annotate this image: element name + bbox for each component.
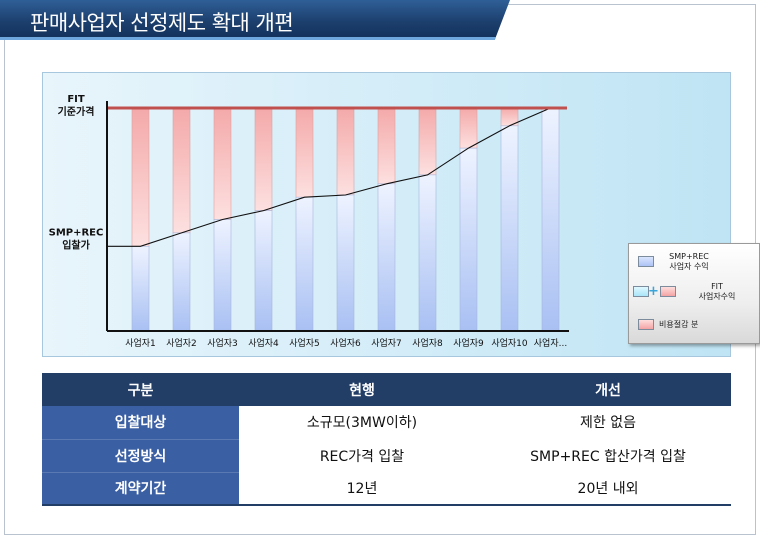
y-label-bid: SMP+REC 입찰가 <box>49 227 104 251</box>
revenue-bar <box>254 210 273 332</box>
title-banner: 판매사업자 선정제도 확대 개편 <box>0 0 510 40</box>
x-tick-label: 사업자2 <box>166 338 197 349</box>
revenue-bar <box>500 125 519 332</box>
savings-bar <box>377 107 396 185</box>
savings-bar <box>418 107 437 176</box>
x-tick-label: 사업자7 <box>371 338 402 349</box>
x-tick-label: 사업자8 <box>412 338 443 349</box>
table-cell: REC가격 입찰 <box>239 439 485 473</box>
revenue-bar <box>295 196 314 332</box>
table-cell: 12년 <box>239 472 485 506</box>
table-cell: SMP+REC 합산가격 입찰 <box>485 439 731 473</box>
revenue-bar <box>213 219 232 332</box>
row-header: 계약기간 <box>42 472 239 506</box>
y-label-fit: FIT 기준가격 <box>58 94 95 118</box>
x-tick-label: 사업자9 <box>453 338 484 349</box>
revenue-trend-line <box>107 107 551 247</box>
revenue-bar <box>336 194 355 332</box>
x-tick-label: 사업자10 <box>491 338 528 349</box>
column-header: 현행 <box>239 373 485 406</box>
x-tick-label: 사업자... <box>534 338 567 349</box>
revenue-bar <box>541 107 560 332</box>
table-header-row: 구분 현행 개선 <box>42 373 731 406</box>
row-header: 입찰대상 <box>42 406 239 440</box>
revenue-bar <box>418 174 437 332</box>
plus-icon: + <box>648 284 659 299</box>
table-row: 입찰대상 소규모(3MW이하) 제한 없음 <box>42 406 731 440</box>
x-tick-label: 사업자5 <box>289 338 320 349</box>
legend-label-savings: 비용절감 분 <box>659 320 699 329</box>
row-header: 선정방식 <box>42 439 239 473</box>
savings-bar <box>131 107 150 247</box>
legend-swatch-savings <box>638 319 654 330</box>
revenue-bar <box>131 245 150 332</box>
bar-chart: 사업자1 사업자2 사업자3 사업자4 사업자5 사업자6 사업자7 사업자8 사업자9 사업자1… <box>49 94 569 349</box>
legend-swatch-revenue <box>638 256 654 267</box>
revenue-bar <box>459 147 478 332</box>
table-cell: 20년 내외 <box>485 472 731 506</box>
table-row: 선정방식 REC가격 입찰 SMP+REC 합산가격 입찰 <box>42 439 731 473</box>
legend-label-revenue: SMP+REC 사업자 수익 <box>669 252 709 271</box>
page-title: 판매사업자 선정제도 확대 개편 <box>30 11 294 35</box>
x-tick-label: 사업자3 <box>207 338 238 349</box>
legend-swatch-fit-part1 <box>633 286 649 297</box>
table-cell: 제한 없음 <box>485 406 731 440</box>
revenue-bar <box>377 183 396 332</box>
savings-bar <box>213 107 232 220</box>
chart-panel: 사업자1 사업자2 사업자3 사업자4 사업자5 사업자6 사업자7 사업자8 사업자9 사업자1… <box>42 72 760 357</box>
x-tick-label: 사업자4 <box>248 338 279 349</box>
x-tick-label: 사업자6 <box>330 338 361 349</box>
savings-bar <box>295 107 314 198</box>
column-header: 구분 <box>42 373 239 406</box>
comparison-table: 구분 현행 개선 입찰대상 소규모(3MW이하) 제한 없음 선정방식 REC가… <box>42 373 731 506</box>
legend-swatch-fit-part2 <box>660 286 676 297</box>
table-cell: 소규모(3MW이하) <box>239 406 485 440</box>
savings-bar <box>459 107 478 149</box>
table-row: 계약기간 12년 20년 내외 <box>42 472 731 506</box>
savings-bar <box>254 107 273 211</box>
x-tick-label: 사업자1 <box>125 338 156 349</box>
chart-legend: SMP+REC 사업자 수익 + FIT 사업자수익 비용절감 분 <box>628 243 760 344</box>
savings-bar <box>336 107 355 196</box>
savings-bar <box>172 107 191 234</box>
legend-label-fit: FIT 사업자수익 <box>698 282 736 301</box>
revenue-bar <box>172 232 191 332</box>
column-header: 개선 <box>485 373 731 406</box>
